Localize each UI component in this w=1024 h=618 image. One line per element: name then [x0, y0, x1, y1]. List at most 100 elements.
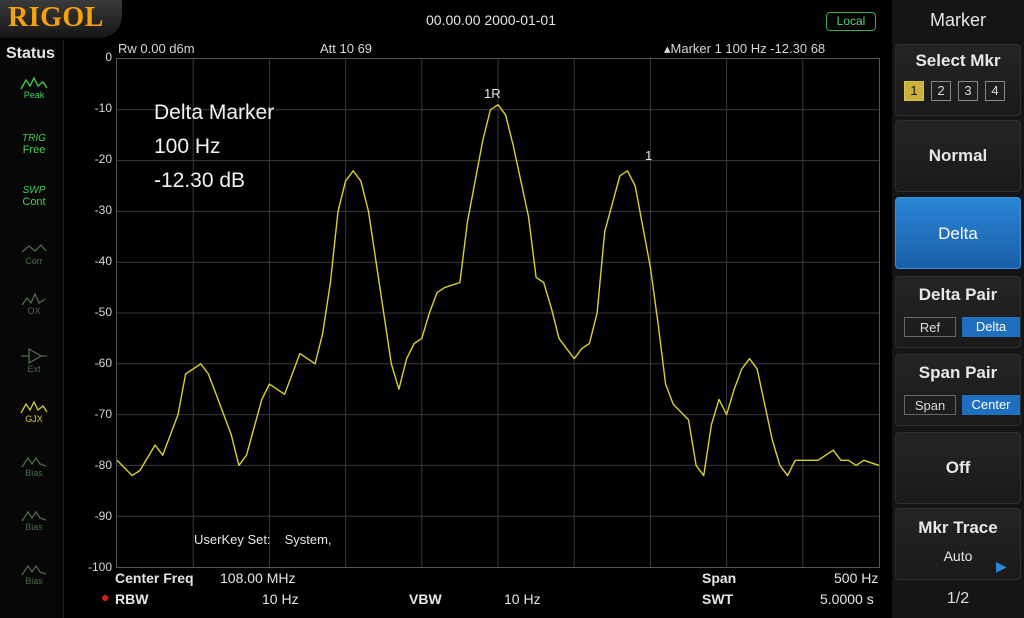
status-gjx[interactable]: GJX [10, 398, 58, 438]
spectrum-trace [117, 104, 879, 477]
attenuation: Att 10 69 [320, 41, 373, 56]
status-bias-label: Bias [25, 576, 43, 586]
normal-label: Normal [928, 146, 988, 165]
rbw-indicator-icon: ● [101, 589, 110, 605]
ref-level: Rw 0.00 d6m [118, 41, 195, 56]
delta-pair-delta[interactable]: Delta [962, 317, 1020, 337]
mkr-trace-label: Mkr Trace [918, 518, 998, 537]
delta-marker-info: Delta Marker 100 Hz -12.30 dB [154, 96, 274, 198]
span-pair-label: Span Pair [918, 363, 998, 382]
arrow-right-icon: ▶ [996, 558, 1007, 574]
status-trig[interactable]: TRIG Free [10, 132, 58, 172]
marker-option-2[interactable]: 2 [931, 81, 951, 101]
normal-button[interactable]: Normal [895, 120, 1021, 192]
y-axis-label: -30 [94, 203, 112, 217]
rbw-value: 10 Hz [262, 591, 299, 607]
status-trig-label: Free [22, 144, 46, 156]
span-pair-button[interactable]: Span Pair Span Center [895, 354, 1021, 426]
marker-1r-label: 1R [484, 86, 501, 101]
corr-icon [21, 244, 47, 253]
swt-label[interactable]: SWT [702, 591, 734, 607]
mkr-trace-value: Auto [943, 548, 973, 564]
status-swp[interactable]: SWP Cont [10, 184, 58, 224]
ext-trigger-icon [21, 347, 47, 365]
y-axis-label: -20 [94, 152, 112, 166]
swt-value: 5.0000 s [820, 591, 874, 607]
mkr-trace-button[interactable]: Mkr Trace Auto [895, 508, 1021, 580]
status-bias-label: Bias [25, 522, 43, 532]
menu-title: Marker [929, 10, 986, 30]
status-ext[interactable]: Ext [10, 346, 58, 386]
select-mkr-label: Select Mkr [915, 51, 1001, 70]
ox-icon [21, 292, 46, 306]
marker-1-label: 1 [645, 148, 653, 163]
delta-pair-button[interactable]: Delta Pair Ref Delta [895, 276, 1021, 348]
span-value: 500 Hz [834, 570, 879, 586]
y-axis-label: -60 [94, 356, 112, 370]
marker-option-1[interactable]: 1 [904, 81, 924, 101]
rbw-label[interactable]: RBW [115, 591, 149, 607]
marker-option-3[interactable]: 3 [958, 81, 978, 101]
userkey-label: UserKey Set: [194, 532, 271, 547]
bias-wave-icon [21, 564, 47, 576]
gjx-wave-icon [20, 400, 48, 414]
marker-option-4[interactable]: 4 [985, 81, 1005, 101]
trig-icon: TRIG [22, 133, 46, 144]
vbw-value: 10 Hz [504, 591, 541, 607]
bias-wave-icon [21, 510, 47, 522]
menu-page-number[interactable]: 1/2 [946, 590, 970, 607]
graph-header: Rw 0.00 d6m Att 10 69 ▴Marker 1 100 Hz -… [64, 40, 892, 58]
bottom-info: Center Freq 108.00 MHz Span 500 Hz ● RBW… [64, 568, 892, 618]
span-pair-span[interactable]: Span [904, 395, 956, 415]
status-bias-label: Bias [25, 468, 43, 478]
status-bias-3[interactable]: Bias [10, 560, 58, 600]
delta-info-amp: -12.30 dB [154, 169, 246, 192]
y-axis-label: -100 [87, 560, 112, 574]
userkey-value: System, [284, 532, 332, 547]
status-bias-1[interactable]: Bias [10, 452, 58, 492]
vbw-label[interactable]: VBW [409, 591, 442, 607]
status-title: Status [6, 45, 55, 62]
status-ext-label: Ext [27, 364, 41, 374]
span-pair-center[interactable]: Center [962, 395, 1020, 415]
status-swp-label: Cont [22, 196, 46, 208]
y-axis-label: -90 [94, 509, 112, 523]
spectrum-graph[interactable] [116, 58, 880, 568]
center-freq-label[interactable]: Center Freq [115, 570, 194, 586]
status-ox[interactable]: OX [10, 290, 58, 330]
spectrum-plot [117, 59, 879, 567]
delta-info-freq: 100 Hz [154, 135, 221, 158]
delta-pair-toggle[interactable]: Ref Delta [904, 317, 1020, 337]
span-pair-toggle[interactable]: Span Center [904, 395, 1020, 415]
userkey-status: UserKey Set: System, [194, 532, 332, 547]
date-time: 00.00.00 2000-01-01 [426, 12, 556, 28]
swp-icon: SWP [22, 185, 46, 196]
y-axis-label: 0 [105, 50, 112, 64]
delta-button[interactable]: Delta [895, 197, 1021, 269]
off-button[interactable]: Off [895, 432, 1021, 504]
status-bias-2[interactable]: Bias [10, 506, 58, 546]
span-label[interactable]: Span [702, 570, 737, 586]
y-axis-label: -80 [94, 458, 112, 472]
delta-info-title: Delta Marker [154, 101, 275, 124]
off-label: Off [945, 458, 971, 477]
top-bar: RIGOL 00.00.00 2000-01-01 Local [0, 0, 892, 40]
delta-label: Delta [938, 224, 978, 243]
status-ox-label: OX [27, 306, 41, 316]
y-axis-label: -10 [94, 101, 112, 115]
status-peak-label: Peak [23, 90, 45, 100]
brand-logo: RIGOL [0, 0, 122, 38]
status-gjx-label: GJX [25, 414, 43, 424]
status-peak[interactable]: Peak [10, 74, 58, 114]
local-badge[interactable]: Local [826, 12, 876, 31]
delta-pair-label: Delta Pair [918, 285, 998, 304]
delta-pair-ref[interactable]: Ref [904, 317, 956, 337]
status-corr-label: Corr [25, 256, 43, 266]
center-freq-value: 108.00 MHz [220, 570, 296, 586]
peak-wave-icon [20, 76, 48, 90]
y-axis-label: -50 [94, 305, 112, 319]
y-axis-label: -70 [94, 407, 112, 421]
status-corr[interactable]: Corr [10, 240, 58, 280]
